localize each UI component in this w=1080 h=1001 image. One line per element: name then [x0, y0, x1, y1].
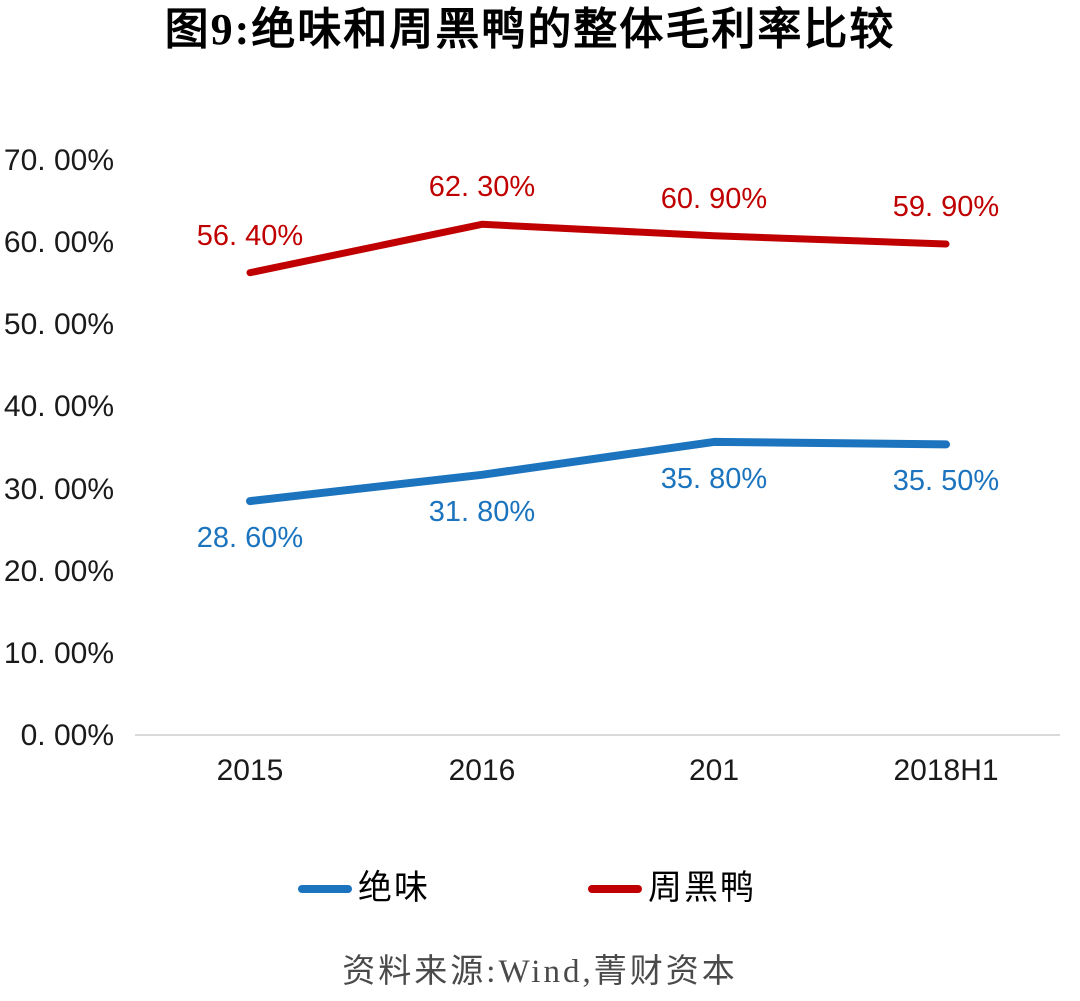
juewei-point-label: 35. 50%: [892, 465, 1000, 498]
source-note: 资料来源:Wind,菁财资本: [342, 954, 738, 990]
zhouheiya-point-label: 59. 90%: [892, 190, 1000, 223]
y-axis-tick: 20. 00%: [3, 554, 114, 588]
x-axis-tick: 2016: [448, 754, 516, 787]
chart-title: 图9:绝味和周黑鸭的整体毛利率比较: [164, 5, 896, 54]
juewei-line-swatch-icon: [298, 885, 352, 893]
zhouheiya-point-label: 62. 30%: [428, 171, 536, 204]
x-axis-tick: 2015: [216, 754, 284, 787]
juewei-point-label: 28. 60%: [196, 522, 304, 555]
y-axis-tick: 10. 00%: [3, 636, 114, 670]
y-axis-tick: 40. 00%: [3, 390, 114, 424]
x-axis-line: [135, 734, 1060, 736]
zhouheiya-line-swatch-icon: [588, 885, 642, 893]
juewei-point-label: 31. 80%: [428, 495, 536, 528]
legend-label: 周黑鸭: [648, 870, 756, 907]
juewei-point-label: 35. 80%: [660, 462, 768, 495]
x-axis-tick: 201: [688, 754, 740, 787]
y-axis-tick: 50. 00%: [3, 308, 114, 342]
x-axis-tick: 2018H1: [893, 754, 999, 787]
y-axis-tick: 60. 00%: [3, 226, 114, 260]
legend-item-juewei: 绝味: [298, 871, 430, 907]
zhouheiya-line: [246, 220, 950, 277]
legend-label: 绝味: [358, 870, 430, 907]
legend-item-zhouheiya: 周黑鸭: [588, 871, 756, 907]
zhouheiya-point-label: 60. 90%: [660, 182, 768, 215]
y-axis-tick: 70. 00%: [3, 144, 114, 177]
y-axis-tick: 30. 00%: [3, 472, 114, 506]
y-axis-tick: 0. 00%: [20, 719, 114, 752]
zhouheiya-point-label: 56. 40%: [196, 219, 304, 252]
juewei-line: [246, 437, 950, 506]
